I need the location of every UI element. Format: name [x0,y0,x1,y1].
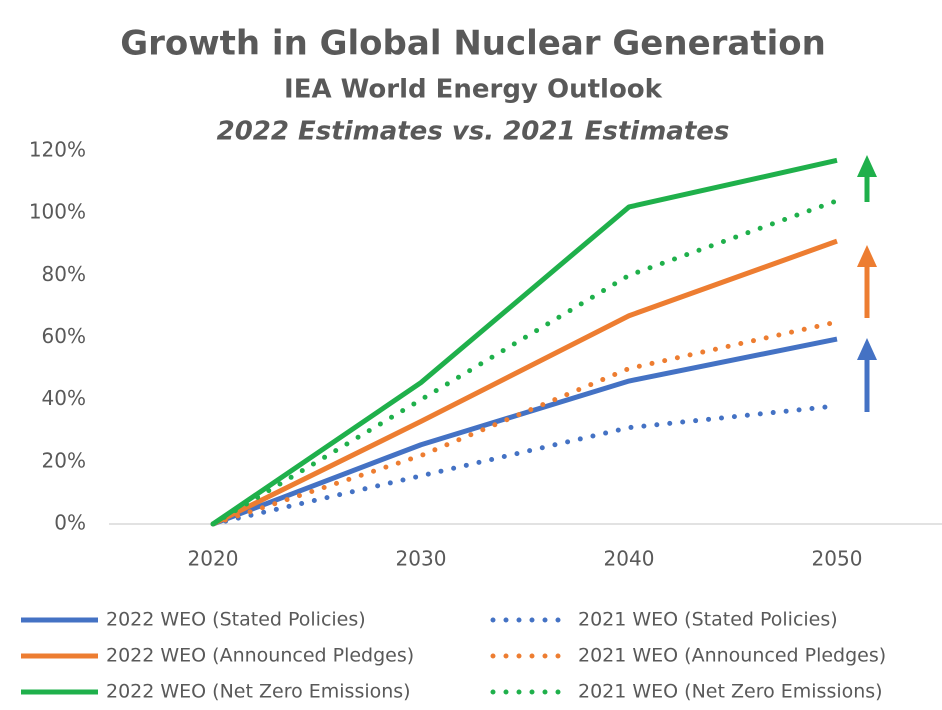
legend-label: 2021 WEO (Net Zero Emissions) [578,681,883,703]
legend-label: 2022 WEO (Net Zero Emissions) [106,681,411,703]
x-tick-label: 2040 [604,547,655,571]
y-tick-label: 80% [42,262,86,286]
series-line [211,238,838,527]
x-tick-label: 2050 [812,547,863,571]
y-tick-label: 20% [42,448,86,472]
arrows [857,155,877,412]
arrow-head [857,245,877,267]
series-line [210,403,840,527]
legend-label: 2021 WEO (Stated Policies) [578,609,838,631]
arrow-head [857,338,877,360]
chart-subtitle: 2022 Estimates vs. 2021 Estimates [217,117,730,147]
y-tick-label: 120% [29,138,86,162]
chart-title: Growth in Global Nuclear Generation [120,24,826,64]
series-line [210,198,840,527]
x-tick-label: 2030 [396,547,447,571]
y-tick-label: 100% [29,200,86,224]
y-tick-label: 0% [54,511,86,535]
legend-label: 2022 WEO (Stated Policies) [106,609,366,631]
series-line [212,336,838,527]
chart-subtitle: IEA World Energy Outlook [284,75,663,105]
legend-label: 2021 WEO (Announced Pledges) [578,645,886,667]
x-tick-label: 2020 [188,547,239,571]
series-line [211,157,838,527]
y-tick-label: 60% [42,324,86,348]
y-tick-label: 40% [42,386,86,410]
legend-label: 2022 WEO (Announced Pledges) [106,645,414,667]
arrow-head [857,155,877,177]
series-line [210,319,840,527]
